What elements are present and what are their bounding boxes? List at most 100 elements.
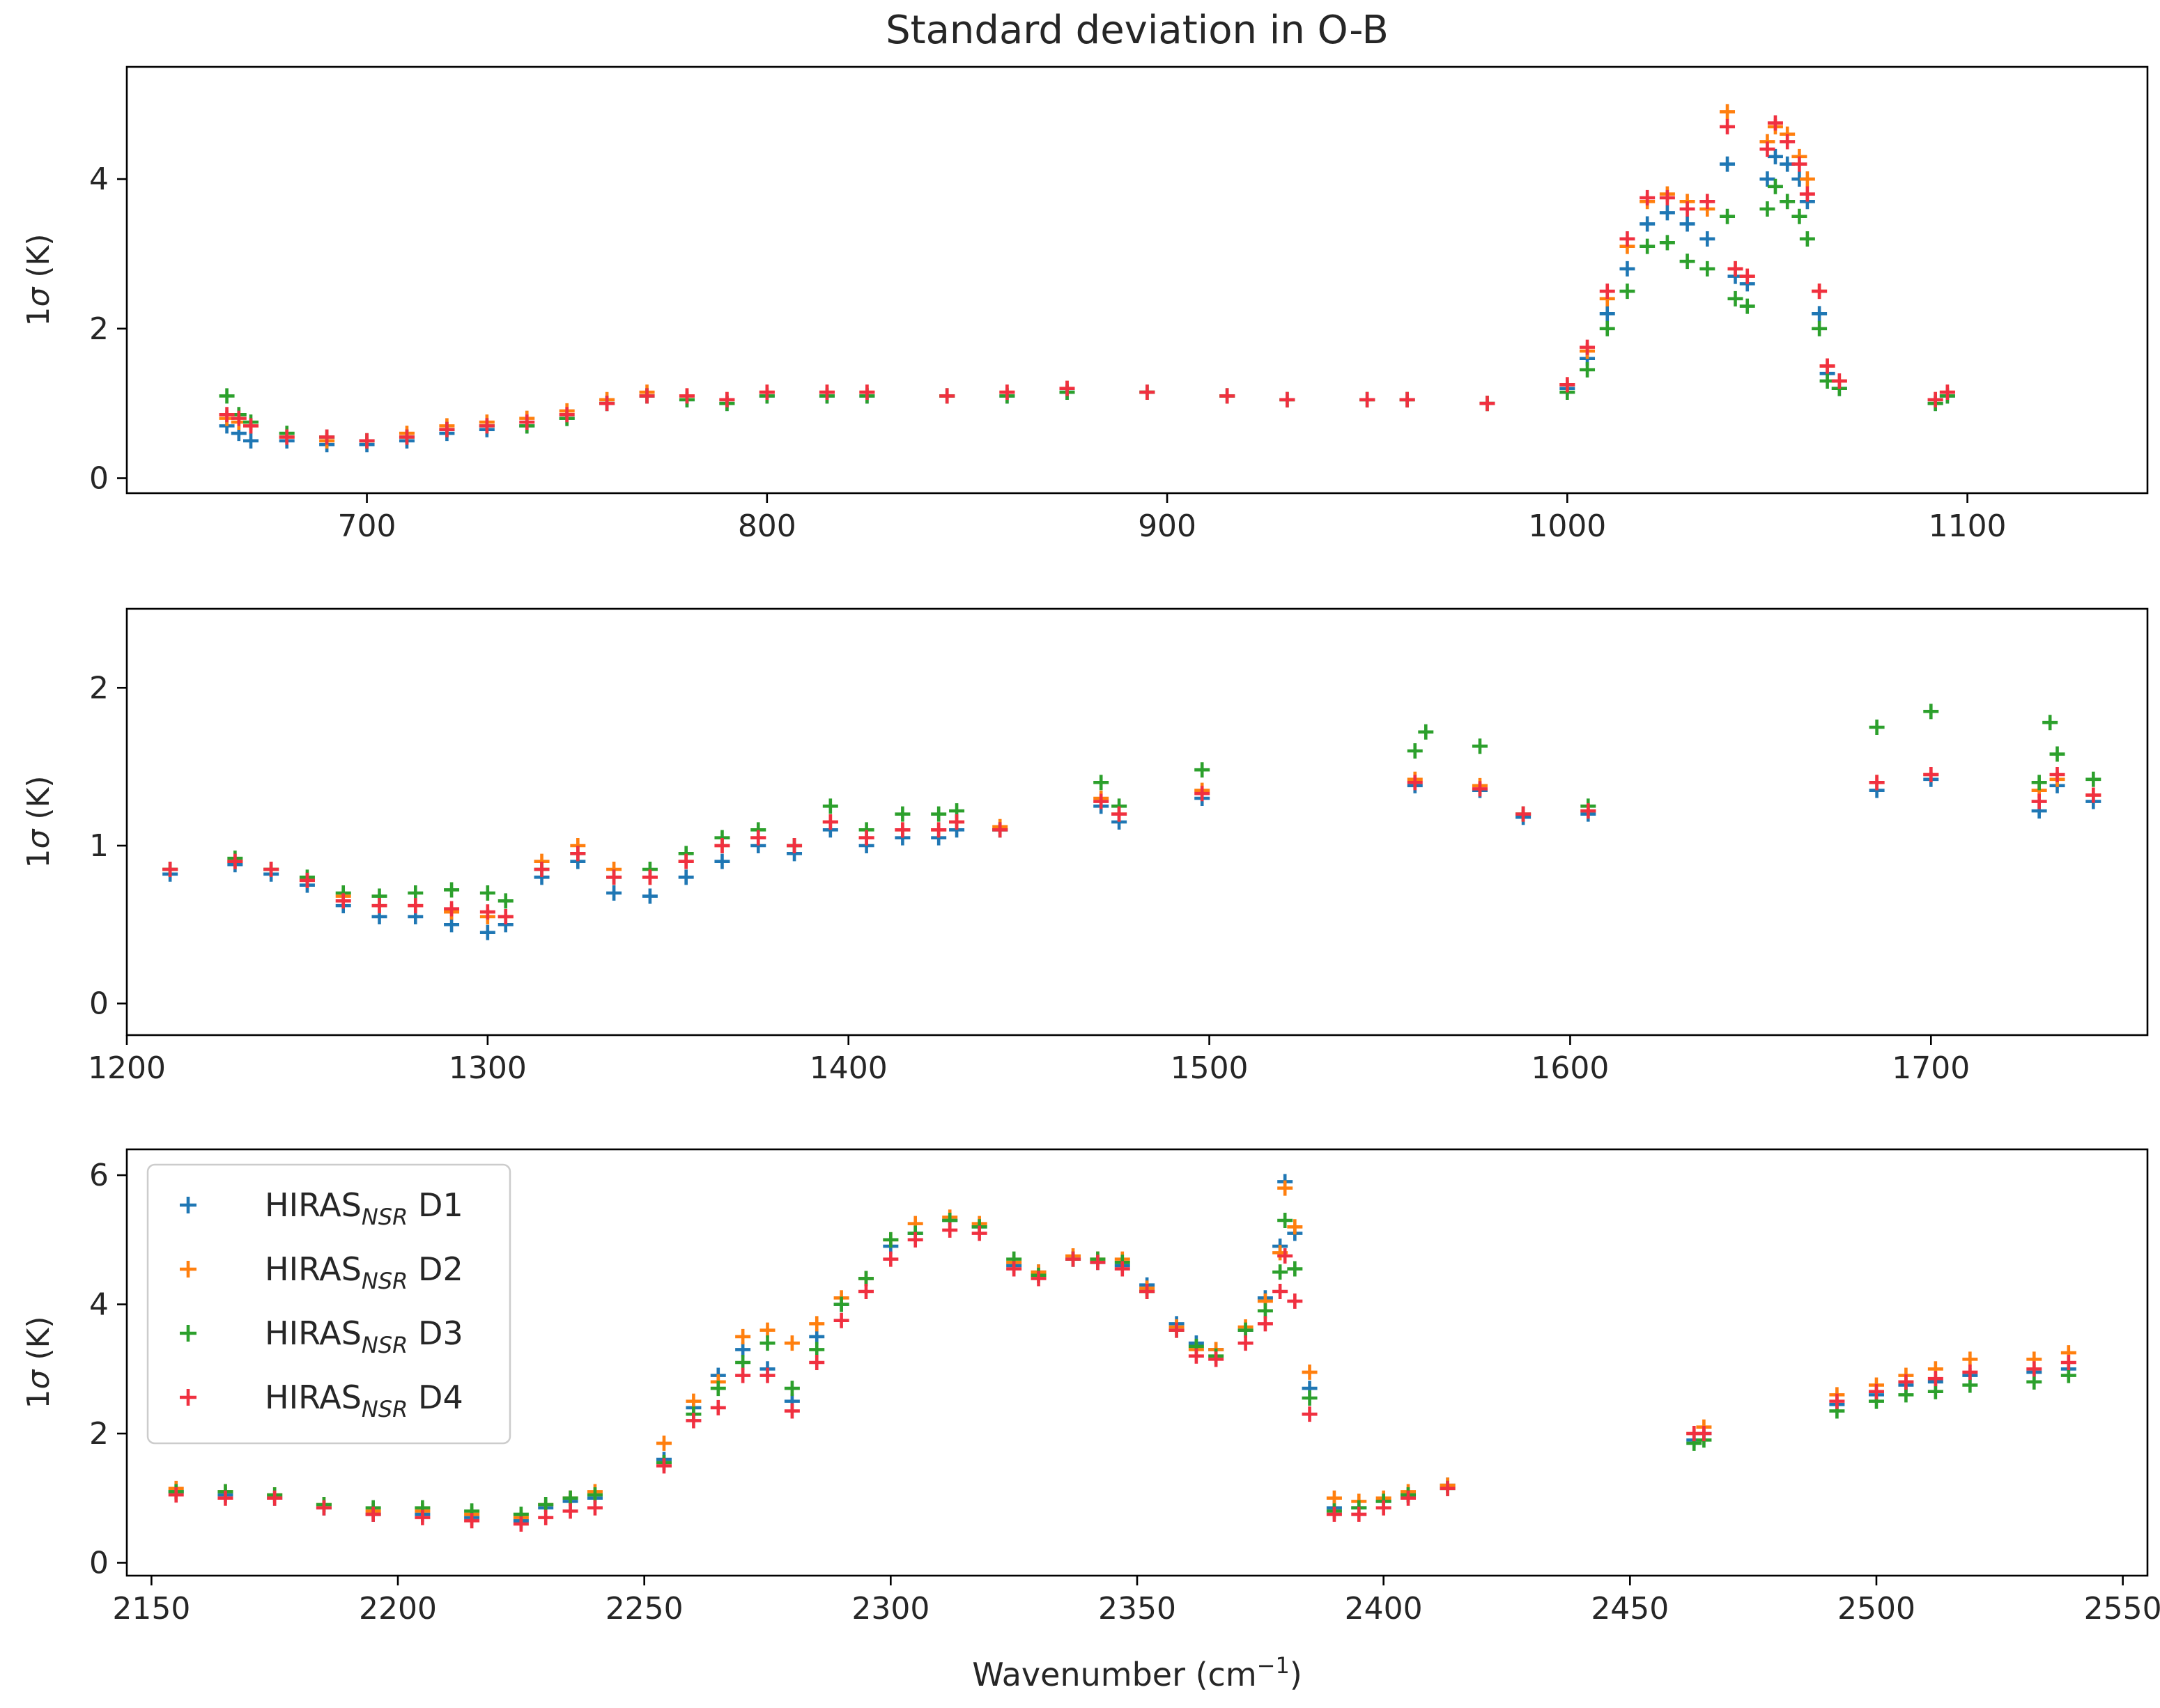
data-point bbox=[1829, 1393, 1845, 1409]
data-point bbox=[883, 1232, 899, 1248]
data-point bbox=[822, 814, 838, 830]
data-point bbox=[243, 418, 259, 434]
data-point bbox=[1194, 762, 1210, 778]
data-point bbox=[1272, 1284, 1288, 1299]
data-point bbox=[1780, 194, 1796, 210]
data-point bbox=[1640, 238, 1656, 254]
data-point bbox=[1580, 803, 1596, 819]
data-point bbox=[299, 872, 315, 888]
data-point bbox=[1619, 284, 1635, 300]
data-point bbox=[243, 433, 259, 449]
data-point bbox=[858, 830, 874, 846]
legend-box bbox=[146, 1163, 511, 1445]
data-point bbox=[1720, 208, 1736, 224]
data-point bbox=[1831, 373, 1847, 389]
data-point bbox=[1219, 388, 1235, 404]
data-point bbox=[365, 1506, 381, 1522]
data-point bbox=[678, 853, 694, 869]
data-point bbox=[1401, 1490, 1417, 1506]
data-point bbox=[2060, 1367, 2076, 1383]
data-point bbox=[1791, 208, 1807, 224]
data-point bbox=[168, 1487, 184, 1503]
data-point bbox=[1407, 743, 1423, 759]
x-axis-label-close: ) bbox=[1290, 1656, 1302, 1693]
data-point bbox=[1812, 284, 1828, 300]
data-point bbox=[942, 1222, 958, 1238]
x-tick-label: 2250 bbox=[605, 1591, 684, 1627]
data-point bbox=[1472, 781, 1488, 797]
series-d3-middle bbox=[162, 704, 2101, 909]
data-point bbox=[1699, 261, 1715, 277]
x-tick-label: 1700 bbox=[1892, 1050, 1970, 1086]
y-axis-label-sigma: σ bbox=[21, 1369, 56, 1390]
data-point bbox=[1472, 738, 1488, 754]
data-point bbox=[1799, 186, 1815, 202]
data-point bbox=[562, 1503, 578, 1519]
y-axis-label-suffix: (K) bbox=[21, 775, 56, 829]
legend-label-subscript: NSR bbox=[362, 1204, 408, 1230]
data-point bbox=[710, 1381, 726, 1397]
data-point bbox=[1580, 339, 1596, 355]
data-point bbox=[559, 407, 575, 423]
data-point bbox=[1780, 134, 1796, 150]
data-point bbox=[371, 898, 387, 914]
data-point bbox=[1759, 171, 1775, 187]
data-point bbox=[1188, 1348, 1204, 1364]
legend-marker bbox=[180, 1325, 196, 1342]
data-point bbox=[1479, 396, 1495, 412]
data-point bbox=[809, 1355, 825, 1370]
panel-top: 700 800 900 1000 1100 0 2 4 1σ (K) bbox=[21, 65, 2149, 544]
series-d4-bottom bbox=[168, 1222, 2076, 1532]
data-point bbox=[162, 862, 178, 877]
data-point bbox=[1287, 1261, 1303, 1277]
data-point bbox=[513, 1516, 529, 1532]
legend-label-suffix: D1 bbox=[408, 1186, 463, 1224]
data-point bbox=[1287, 1293, 1303, 1309]
data-point bbox=[2042, 715, 2058, 731]
y-axis-label-top: 1σ (K) bbox=[21, 233, 56, 326]
data-point bbox=[1962, 1351, 1978, 1367]
legend-label-subscript: NSR bbox=[362, 1332, 408, 1358]
data-point bbox=[316, 1500, 332, 1516]
x-tick-label: 2450 bbox=[1591, 1591, 1669, 1627]
data-point bbox=[809, 1316, 825, 1332]
data-point bbox=[1580, 362, 1596, 378]
y-tick-label: 0 bbox=[89, 1545, 109, 1581]
data-point bbox=[408, 898, 424, 914]
panel-bottom: 2150 2200 2250 2300 2350 2400 2450 2500 2550 0 2 4 6… bbox=[21, 1148, 2160, 1627]
data-point bbox=[1139, 385, 1155, 401]
legend-label-suffix: D4 bbox=[408, 1379, 463, 1416]
data-point bbox=[2085, 787, 2101, 803]
data-point bbox=[1898, 1387, 1914, 1403]
data-point bbox=[1767, 148, 1783, 164]
data-point bbox=[819, 385, 835, 401]
data-point bbox=[1237, 1335, 1253, 1351]
data-point bbox=[1759, 141, 1775, 157]
data-point bbox=[1093, 775, 1109, 791]
data-point bbox=[263, 862, 279, 877]
data-point bbox=[1767, 115, 1783, 131]
data-point bbox=[992, 822, 1008, 838]
x-tick-label: 900 bbox=[1138, 508, 1196, 544]
y-axis-label-middle: 1σ (K) bbox=[21, 775, 56, 868]
data-point bbox=[1696, 1426, 1712, 1441]
data-point bbox=[1699, 231, 1715, 247]
data-point bbox=[1619, 261, 1635, 277]
data-point bbox=[1090, 1255, 1106, 1271]
series-d2-top bbox=[219, 104, 1955, 449]
data-point bbox=[1399, 391, 1415, 407]
data-point bbox=[883, 1251, 899, 1267]
data-point bbox=[858, 1271, 874, 1287]
data-point bbox=[217, 1490, 233, 1506]
data-point bbox=[639, 388, 655, 404]
x-tick-label: 2500 bbox=[1837, 1591, 1915, 1627]
data-point bbox=[599, 396, 615, 412]
data-point bbox=[1440, 1480, 1456, 1496]
data-point bbox=[570, 846, 586, 862]
data-point bbox=[1739, 268, 1755, 284]
data-point bbox=[858, 1284, 874, 1299]
legend-label: HIRASNSR D1 bbox=[265, 1186, 463, 1230]
series-d1-middle bbox=[162, 771, 2101, 940]
data-point bbox=[1799, 171, 1815, 187]
